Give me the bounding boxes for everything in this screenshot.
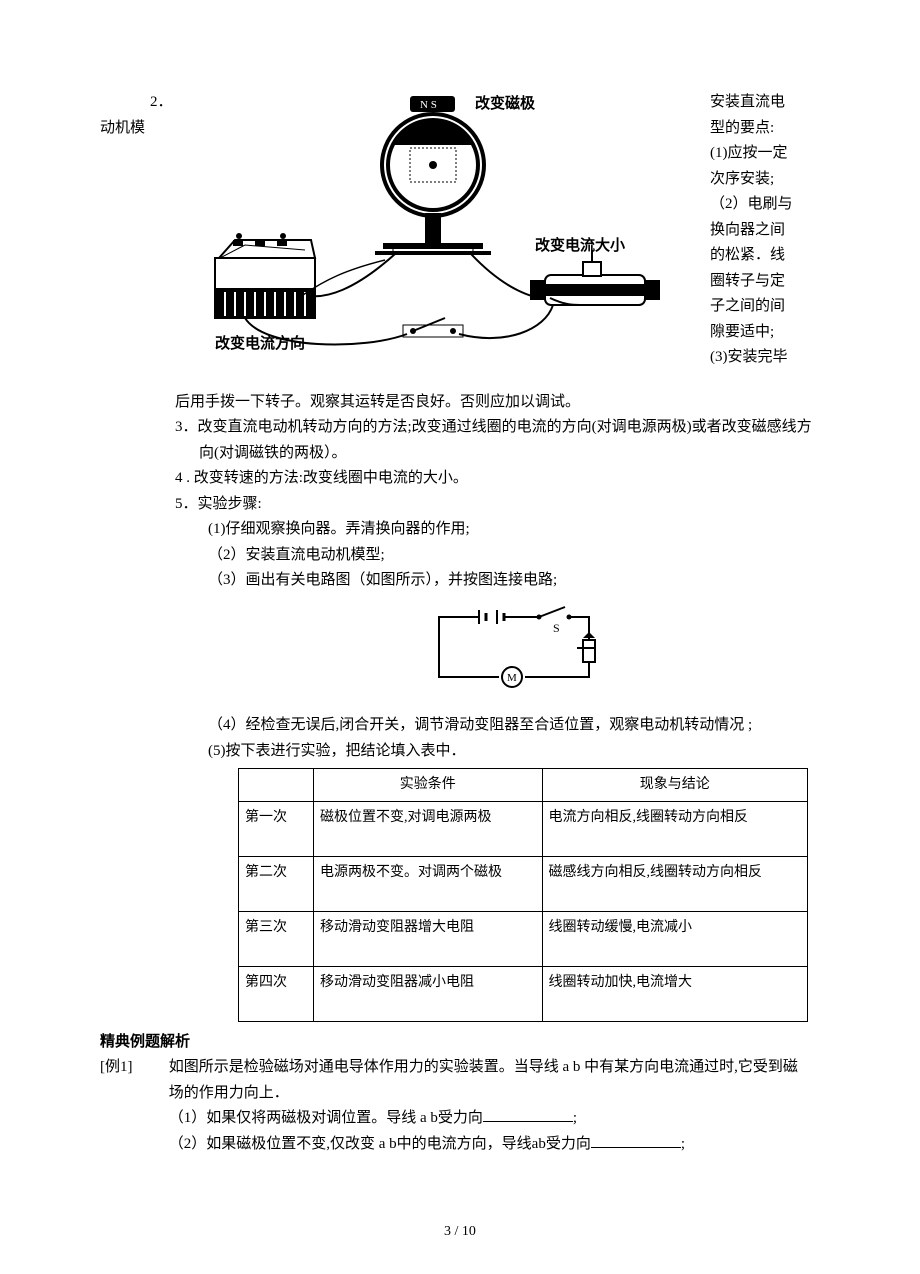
body-text: 后用手拨一下转子。观察其运转是否良好。否则应加以调试。 3．改变直流电动机转动方… — [100, 390, 820, 1022]
table-row: 第三次 移动滑动变阻器增大电阻 线圈转动缓慢,电流减小 — [239, 911, 808, 966]
step2: （2）安装直流电动机模型; — [208, 543, 820, 569]
item2-lead: 2． 动机模 — [100, 90, 175, 141]
row2-cond: 电源两极不变。对调两个磁极 — [314, 856, 543, 911]
blank-2 — [591, 1132, 681, 1148]
row4-result: 线圈转动加快,电流增大 — [542, 966, 807, 1021]
r-line: 换向器之间 — [710, 222, 785, 238]
row3-result: 线圈转动缓慢,电流减小 — [542, 911, 807, 966]
circuit-switch-label: S — [553, 621, 560, 635]
item2-number: 2． — [100, 94, 173, 110]
row4-label: 第四次 — [239, 966, 314, 1021]
step4: （4）经检查无误后,闭合开关，调节滑动变阻器至合适位置，观察电动机转动情况 ; — [208, 713, 820, 739]
r-line: （2）电刷与 — [710, 196, 793, 212]
example1-intro: 如图所示是检验磁场对通电导体作用力的实验装置。当导线 a b 中有某方向电流通过… — [169, 1059, 798, 1101]
page: 2． 动机模 改变磁极 N S — [0, 0, 920, 1274]
blank-1 — [483, 1106, 573, 1122]
r-line: 隙要适中; — [710, 324, 774, 340]
r-line: 圈转子与定 — [710, 273, 785, 289]
table-row: 第一次 磁极位置不变,对调电源两极 电流方向相反,线圈转动方向相反 — [239, 801, 808, 856]
row1-result: 电流方向相反,线圈转动方向相反 — [542, 801, 807, 856]
row1-cond: 磁极位置不变,对调电源两极 — [314, 801, 543, 856]
r-line: 的松紧．线 — [710, 247, 785, 263]
example1-q1b: ; — [573, 1110, 577, 1126]
experiment-table: 实验条件 现象与结论 第一次 磁极位置不变,对调电源两极 电流方向相反,线圈转动… — [238, 768, 808, 1022]
r-line: 子之间的间 — [710, 298, 785, 314]
table-row: 第四次 移动滑动变阻器减小电阻 线圈转动加快,电流增大 — [239, 966, 808, 1021]
example1-q1a: （1）如果仅将两磁极对调位置。导线 a b受力向 — [169, 1110, 483, 1126]
th-cond: 实验条件 — [314, 769, 543, 802]
example-section-title: 精典例题解析 — [100, 1030, 820, 1056]
row3-label: 第三次 — [239, 911, 314, 966]
table-row: 第二次 电源两极不变。对调两个磁极 磁感线方向相反,线圈转动方向相反 — [239, 856, 808, 911]
fig-label-current-dir: 改变电流方向 — [215, 334, 305, 352]
circuit-motor-label: M — [507, 672, 517, 684]
page-number: 3 / 10 — [0, 1220, 920, 1244]
top-region: 2． 动机模 改变磁极 N S — [100, 90, 820, 390]
example1-q2b: ; — [681, 1136, 685, 1152]
motor-setup-svg: 改变磁极 N S — [185, 90, 665, 380]
th-blank — [239, 769, 314, 802]
r-line: 型的要点: — [710, 120, 774, 136]
steps: (1)仔细观察换向器。弄清换向器的作用; （2）安装直流电动机模型; （3）画出… — [175, 517, 820, 1022]
step3: （3）画出有关电路图（如图所示），并按图连接电路; — [208, 568, 820, 594]
example1-body: 如图所示是检验磁场对通电导体作用力的实验装置。当导线 a b 中有某方向电流通过… — [169, 1055, 809, 1157]
step5: (5)按下表进行实验，把结论填入表中． — [208, 739, 820, 765]
r-line: (3)安装完毕 — [710, 349, 788, 365]
row2-label: 第二次 — [239, 856, 314, 911]
row1-label: 第一次 — [239, 801, 314, 856]
example1-q2a: （2）如果磁极位置不变,仅改变 a b中的电流方向，导线ab受力向 — [169, 1136, 591, 1152]
step1: (1)仔细观察换向器。弄清换向器的作用; — [208, 517, 820, 543]
fig-label-current-mag: 改变电流大小 — [535, 236, 625, 254]
motor-setup-figure: 改变磁极 N S — [175, 90, 675, 390]
circuit-svg: S M — [419, 602, 609, 692]
row2-result: 磁感线方向相反,线圈转动方向相反 — [542, 856, 807, 911]
r-line: (1)应按一定 — [710, 145, 788, 161]
example-section: 精典例题解析 [例1] 如图所示是检验磁场对通电导体作用力的实验装置。当导线 a… — [100, 1030, 820, 1158]
fig-label-poles: N S — [420, 99, 437, 111]
r-line: 安装直流电 — [710, 94, 785, 110]
item2-lead-text: 动机模 — [100, 120, 145, 136]
item2-right-text: 安装直流电 型的要点: (1)应按一定 次序安装; （2）电刷与 换向器之间 的… — [710, 90, 820, 371]
th-result: 现象与结论 — [542, 769, 807, 802]
row4-cond: 移动滑动变阻器减小电阻 — [314, 966, 543, 1021]
row3-cond: 移动滑动变阻器增大电阻 — [314, 911, 543, 966]
item5: 5．实验步骤: — [175, 492, 820, 518]
circuit-figure: S M — [208, 602, 820, 702]
item3: 3．改变直流电动机转动方向的方法;改变通过线圈的电流的方向(对调电源两极)或者改… — [175, 415, 820, 466]
example1-label: [例1] — [100, 1055, 165, 1081]
item4: 4 . 改变转速的方法:改变线圈中电流的大小。 — [175, 466, 820, 492]
fig-label-top: 改变磁极 — [475, 94, 536, 112]
table-header-row: 实验条件 现象与结论 — [239, 769, 808, 802]
r-line: 次序安装; — [710, 171, 774, 187]
after-fig-line: 后用手拨一下转子。观察其运转是否良好。否则应加以调试。 — [175, 390, 820, 416]
